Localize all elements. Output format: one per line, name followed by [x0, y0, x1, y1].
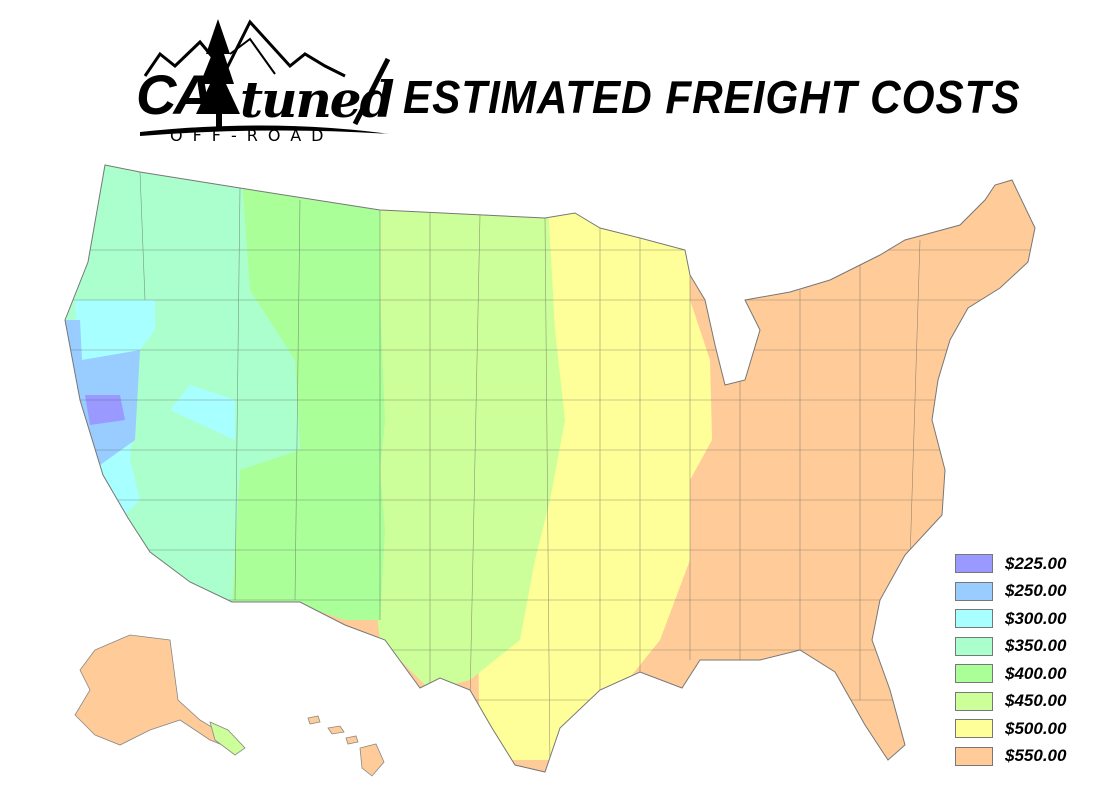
mountain-logo-icon — [140, 19, 391, 136]
legend-label: $350.00 — [1005, 636, 1067, 656]
page-title: ESTIMATED FREIGHT COSTS — [403, 71, 1021, 123]
legend-item: $300.00 — [955, 605, 1066, 633]
ca-tuned-logo: CA tuned OFF-ROAD — [130, 14, 400, 149]
legend-swatch — [955, 691, 993, 711]
legend: $225.00 $250.00 $300.00 $350.00 $400.00 $450.… — [955, 550, 1066, 770]
zone-400 — [230, 165, 385, 620]
alaska — [74, 634, 237, 751]
legend-swatch — [955, 664, 993, 684]
alaska-panhandle — [209, 721, 246, 756]
logo-text-ca: CA — [136, 63, 214, 126]
legend-label: $450.00 — [1005, 691, 1067, 711]
legend-label: $500.00 — [1005, 718, 1067, 738]
zone-300-nevada — [170, 385, 235, 440]
legend-item: $450.00 — [955, 688, 1066, 716]
legend-swatch — [955, 719, 993, 739]
us-outline — [64, 164, 1036, 773]
legend-label: $225.00 — [1005, 553, 1067, 573]
legend-item: $250.00 — [955, 578, 1066, 606]
legend-item: $550.00 — [955, 743, 1066, 771]
zone-225 — [85, 395, 125, 425]
zone-450 — [375, 165, 565, 690]
legend-swatch — [955, 636, 993, 656]
legend-label: $300.00 — [1005, 608, 1067, 628]
legend-label: $550.00 — [1005, 746, 1067, 766]
legend-label: $250.00 — [1005, 581, 1067, 601]
legend-swatch — [955, 746, 993, 766]
logo-text-offroad: OFF-ROAD — [170, 126, 334, 145]
legend-swatch — [955, 554, 993, 574]
legend-item: $500.00 — [955, 715, 1066, 743]
logo-text-tuned: tuned — [240, 70, 395, 129]
hawaii — [307, 715, 385, 777]
legend-swatch — [955, 581, 993, 601]
legend-label: $400.00 — [1005, 663, 1067, 683]
legend-swatch — [955, 609, 993, 629]
legend-item: $350.00 — [955, 633, 1066, 661]
legend-item: $225.00 — [955, 550, 1066, 578]
legend-item: $400.00 — [955, 660, 1066, 688]
